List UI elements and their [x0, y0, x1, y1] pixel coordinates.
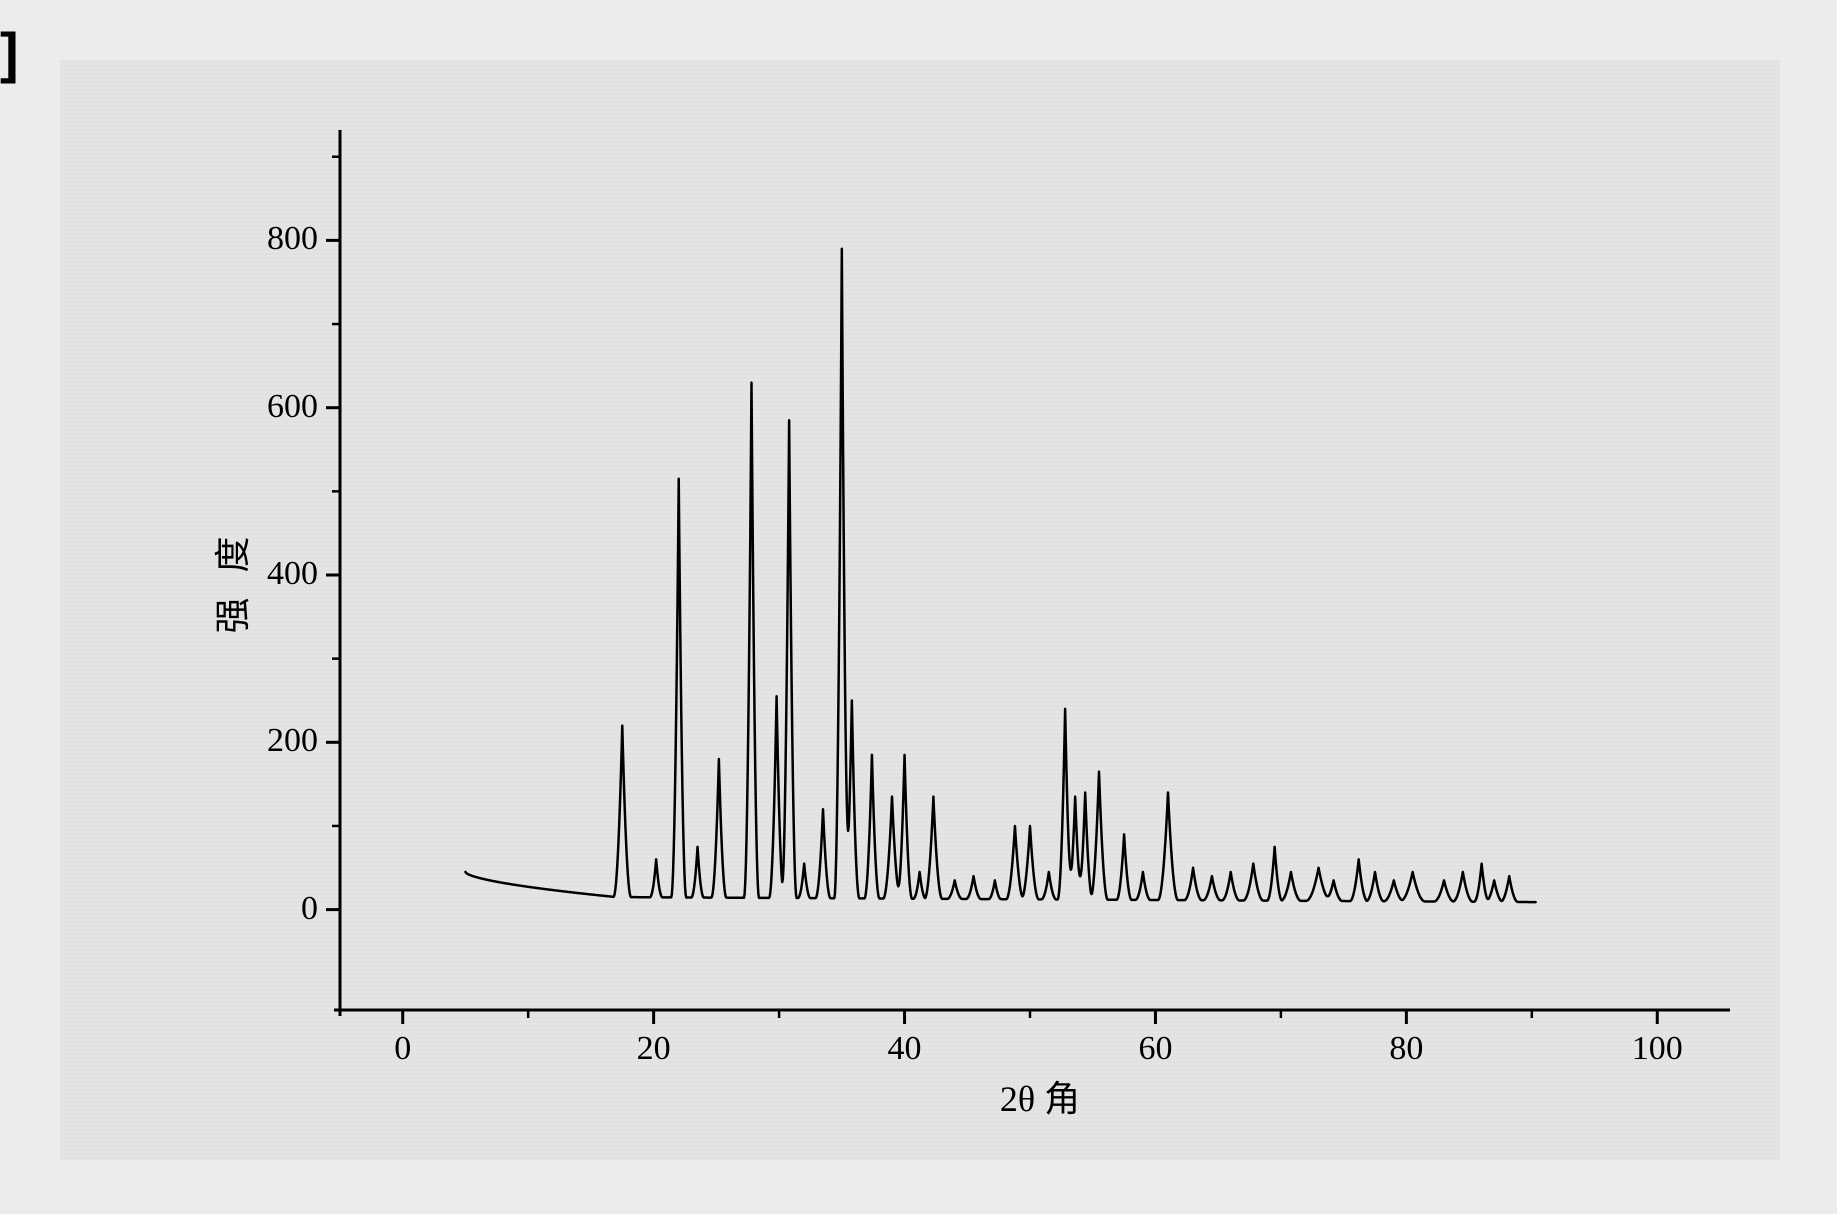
corner-mark: ] — [0, 20, 19, 85]
y-tick-label: 800 — [228, 220, 318, 258]
y-tick-label: 200 — [228, 722, 318, 760]
x-tick-label: 20 — [614, 1030, 694, 1068]
xrd-chart-svg — [60, 60, 1780, 1160]
xrd-figure: 强 度 2θ 角 0200400600800020406080100 — [60, 60, 1780, 1160]
page-root: ] 强 度 2θ 角 0200400600800020406080100 — [0, 0, 1837, 1214]
y-tick-label: 600 — [228, 388, 318, 426]
y-tick-label: 400 — [228, 555, 318, 593]
y-tick-label: 0 — [228, 890, 318, 928]
x-tick-label: 60 — [1115, 1030, 1195, 1068]
x-tick-label: 0 — [363, 1030, 443, 1068]
x-tick-label: 40 — [865, 1030, 945, 1068]
x-axis-label: 2θ 角 — [960, 1070, 1120, 1122]
x-tick-label: 100 — [1617, 1030, 1697, 1068]
x-tick-label: 80 — [1366, 1030, 1446, 1068]
